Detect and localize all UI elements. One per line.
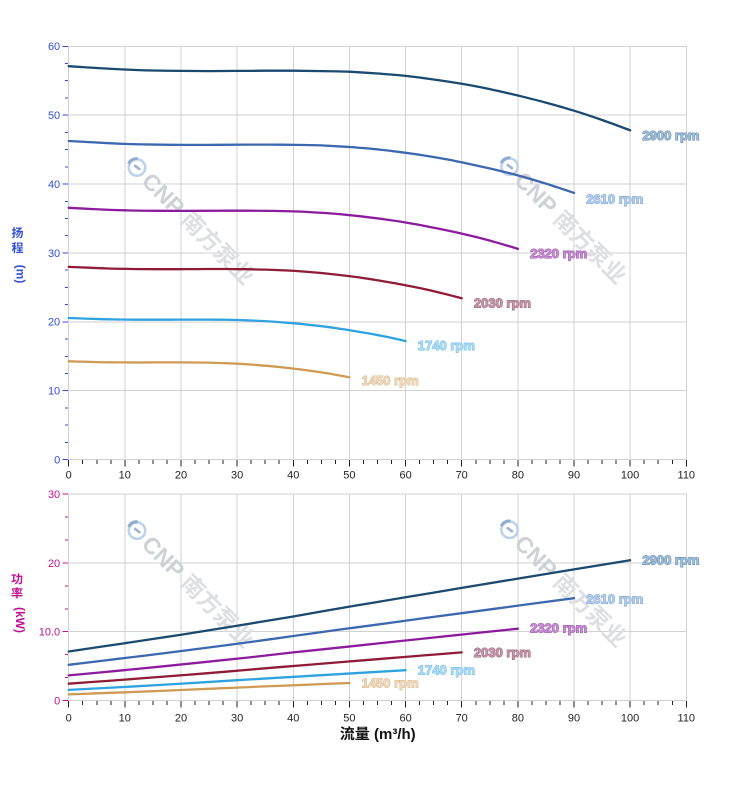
svg-text:2030 rpm: 2030 rpm (474, 645, 531, 660)
svg-text:0: 0 (54, 695, 60, 707)
svg-text:(m): (m) (14, 265, 28, 284)
svg-text:90: 90 (568, 470, 580, 482)
svg-text:2030 rpm: 2030 rpm (474, 296, 531, 311)
svg-text:90: 90 (568, 713, 580, 725)
svg-text:20: 20 (48, 558, 60, 570)
svg-text:60: 60 (399, 470, 411, 482)
svg-text:30: 30 (231, 470, 243, 482)
svg-text:2320 rpm: 2320 rpm (530, 620, 587, 635)
svg-text:30: 30 (48, 248, 60, 260)
svg-text:10: 10 (119, 470, 131, 482)
svg-text:1450 rpm: 1450 rpm (362, 373, 419, 388)
svg-text:60: 60 (399, 713, 411, 725)
svg-text:0: 0 (54, 455, 60, 467)
svg-text:20: 20 (175, 470, 187, 482)
svg-text:50: 50 (343, 470, 355, 482)
svg-text:110: 110 (678, 470, 696, 482)
svg-text:70: 70 (456, 713, 468, 725)
svg-text:1740 rpm: 1740 rpm (418, 338, 475, 353)
svg-text:0: 0 (66, 713, 72, 725)
svg-text:40: 40 (287, 713, 299, 725)
svg-text:2610 rpm: 2610 rpm (586, 192, 643, 207)
svg-text:0: 0 (66, 470, 72, 482)
svg-text:20: 20 (48, 317, 60, 329)
svg-text:2320 rpm: 2320 rpm (530, 246, 587, 261)
svg-text:(kW): (kW) (13, 607, 27, 633)
svg-text:70: 70 (456, 470, 468, 482)
svg-text:2900 rpm: 2900 rpm (642, 128, 699, 143)
svg-text:110: 110 (678, 713, 696, 725)
svg-text:20: 20 (175, 713, 187, 725)
svg-text:60: 60 (48, 41, 60, 53)
svg-text:100: 100 (621, 713, 639, 725)
svg-text:10: 10 (119, 713, 131, 725)
svg-text:2900 rpm: 2900 rpm (642, 553, 699, 568)
svg-text:(m³/h): (m³/h) (374, 726, 416, 743)
svg-text:50: 50 (343, 713, 355, 725)
svg-text:10.0: 10.0 (39, 627, 60, 639)
svg-text:50: 50 (48, 110, 60, 122)
svg-text:1740 rpm: 1740 rpm (418, 663, 475, 678)
svg-text:80: 80 (512, 470, 524, 482)
svg-text:30: 30 (231, 713, 243, 725)
svg-text:1450 rpm: 1450 rpm (362, 675, 419, 690)
svg-text:40: 40 (48, 179, 60, 191)
svg-text:80: 80 (512, 713, 524, 725)
svg-text:40: 40 (287, 470, 299, 482)
svg-text:30: 30 (48, 489, 60, 501)
svg-text:100: 100 (621, 470, 639, 482)
svg-text:10: 10 (48, 386, 60, 398)
svg-text:2610 rpm: 2610 rpm (586, 592, 643, 607)
